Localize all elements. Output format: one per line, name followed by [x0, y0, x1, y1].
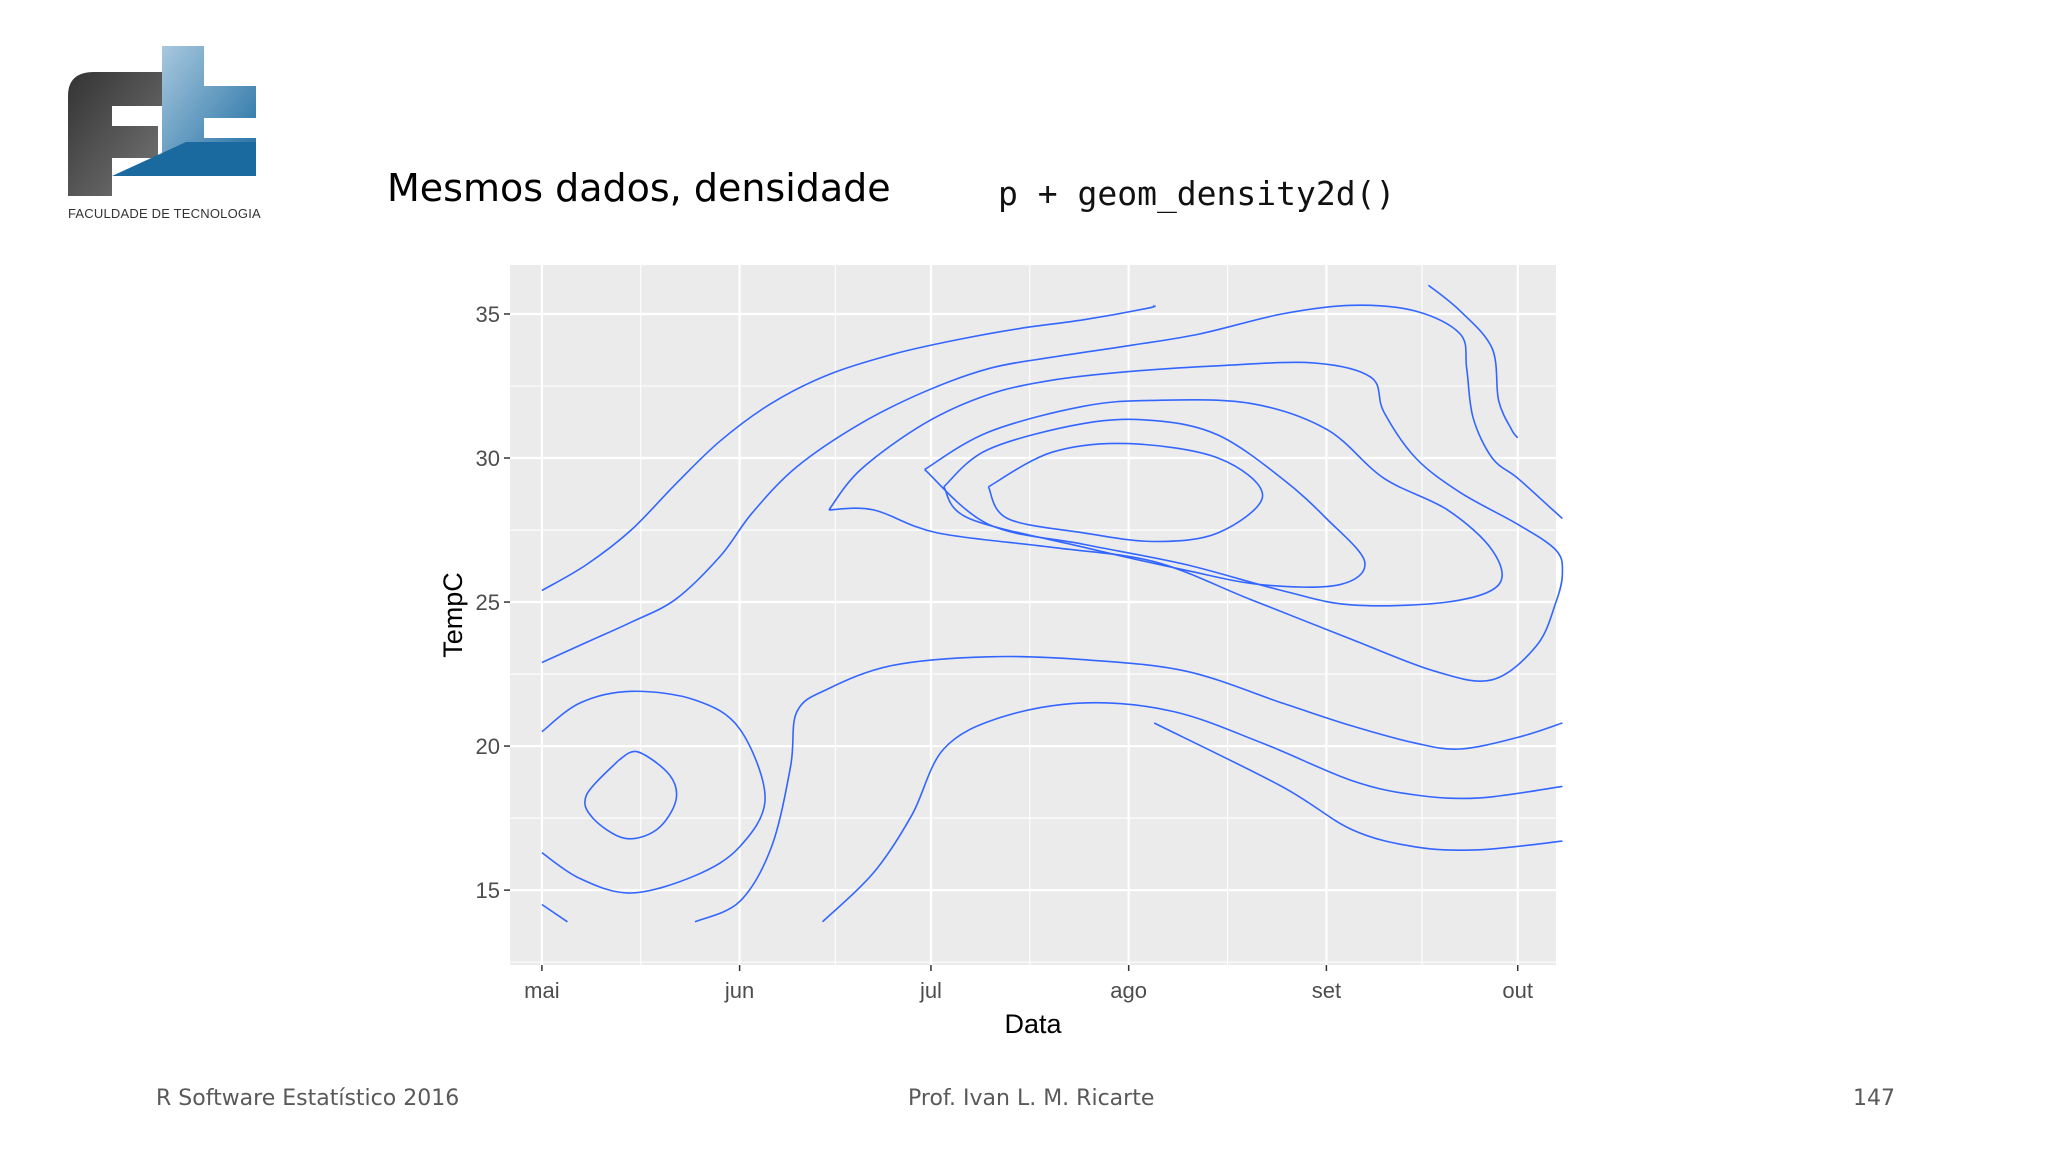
y-tick-label: 25	[476, 590, 500, 615]
contour-line	[924, 399, 1503, 607]
contour-line	[584, 750, 678, 840]
x-tick-label: jun	[724, 978, 754, 1003]
page-number: 147	[1853, 1086, 1895, 1111]
contour-line	[1427, 284, 1519, 439]
contour-lines	[541, 284, 1564, 923]
density-contour-chart: 15 20 25 30 35 mai jun jul ago set out Data TempC	[438, 265, 1564, 1039]
y-axis: 15 20 25 30 35	[476, 302, 510, 903]
y-tick-label: 30	[476, 446, 500, 471]
contour-line	[694, 655, 1563, 923]
faculdade-logo	[68, 46, 256, 196]
x-tick-label: ago	[1110, 978, 1147, 1003]
footer-course: R Software Estatístico 2016	[156, 1086, 460, 1111]
x-tick-label: mai	[524, 978, 559, 1003]
contour-line	[943, 418, 1366, 588]
grid-major	[510, 265, 1556, 965]
x-tick-label: jul	[919, 978, 942, 1003]
x-axis: mai jun jul ago set out	[524, 965, 1533, 1003]
contour-line	[541, 304, 1563, 664]
y-tick-label: 35	[476, 302, 500, 327]
logo-caption: FACULDADE DE TECNOLOGIA	[68, 206, 261, 221]
slide-title: Mesmos dados, densidade	[387, 166, 891, 210]
x-axis-label: Data	[1004, 1009, 1062, 1039]
contour-line	[987, 442, 1264, 543]
y-tick-label: 20	[476, 734, 500, 759]
contour-line	[821, 701, 1563, 923]
contour-line	[541, 304, 1156, 592]
y-tick-label: 15	[476, 878, 500, 903]
footer-author: Prof. Ivan L. M. Ricarte	[908, 1086, 1155, 1111]
code-snippet: p + geom_density2d()	[998, 174, 1396, 213]
x-tick-label: set	[1312, 978, 1341, 1003]
contour-line	[828, 361, 1564, 683]
contour-line	[541, 903, 568, 923]
y-axis-label: TempC	[438, 572, 468, 658]
contour-line	[1153, 722, 1563, 852]
x-tick-label: out	[1502, 978, 1533, 1003]
plot-panel	[510, 265, 1556, 965]
contour-line	[541, 690, 766, 894]
